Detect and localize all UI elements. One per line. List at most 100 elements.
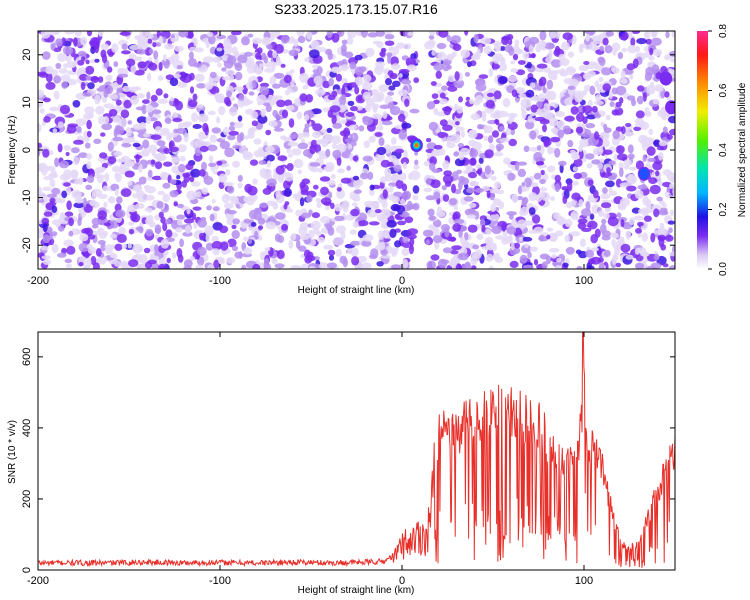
- spectrogram-cell: [157, 190, 165, 196]
- spectrogram-cell: [476, 233, 484, 240]
- spectrogram-cell: [532, 182, 538, 187]
- spectrogram-cell: [119, 162, 125, 171]
- spectrogram-cell: [379, 104, 391, 110]
- spectrogram-cell: [507, 172, 516, 181]
- spectrogram-cell: [524, 120, 535, 130]
- spectrogram-cell: [536, 40, 547, 49]
- spectrogram-cell: [584, 74, 589, 80]
- spectrogram-cell: [384, 168, 392, 178]
- spectrogram-cell: [451, 183, 456, 194]
- spectrogram-cell: [651, 204, 662, 211]
- spectrogram-cell: [436, 111, 447, 117]
- spectrogram-cell: [121, 243, 127, 250]
- spectrogram-cell: [398, 129, 407, 140]
- spectrogram-cell: [641, 183, 646, 189]
- spectrogram-cell: [391, 137, 397, 145]
- spectrogram-cell: [243, 236, 248, 242]
- colorbar-tick-label: 0.4: [718, 143, 729, 157]
- spectrogram-cell: [571, 199, 576, 208]
- spectrogram-cell: [401, 248, 410, 257]
- spectrogram-cell: [113, 128, 118, 138]
- spectrogram-cell: [562, 32, 573, 40]
- spectrogram-cell: [232, 160, 241, 168]
- spectrogram-cell: [350, 240, 361, 246]
- spectrogram-cell: [650, 232, 656, 243]
- spectrogram-cell: [213, 259, 220, 269]
- spectrogram-cell: [313, 184, 319, 190]
- spectrogram-cell: [212, 248, 220, 256]
- spectrogram-cell: [653, 139, 661, 147]
- spectrogram-cell: [509, 260, 519, 268]
- spectrogram-cell: [594, 131, 599, 140]
- spectrogram-cell: [621, 47, 627, 53]
- spectrogram-cell: [320, 216, 331, 224]
- spectrogram-cell: [414, 159, 419, 166]
- spectrogram-cell: [158, 211, 164, 218]
- spectrogram-cell: [428, 35, 435, 40]
- spectrogram-cell: [429, 162, 436, 171]
- spectrogram-cell: [125, 58, 136, 67]
- spectrogram-cell: [227, 212, 234, 222]
- spectrogram-cell: [444, 227, 450, 238]
- spectrogram-cell: [575, 126, 584, 134]
- spectrogram-cell: [319, 262, 330, 269]
- spectrogram-cell: [51, 205, 58, 213]
- spectrogram-cell: [252, 263, 261, 269]
- spectrogram-cell: [197, 219, 207, 228]
- spectrogram-cell: [302, 85, 309, 90]
- spectrogram-cell: [562, 195, 568, 204]
- spectrogram-cell: [486, 92, 495, 97]
- spectrogram-cell: [458, 96, 463, 103]
- spectrogram-cell: [519, 254, 528, 264]
- spectrogram-cell: [268, 120, 278, 127]
- spectrogram-cell: [284, 201, 290, 206]
- spectrogram-cell: [65, 151, 70, 157]
- spectrogram-cell: [85, 184, 93, 190]
- spectrogram-cell: [379, 51, 386, 57]
- spectrogram-cell: [350, 208, 360, 217]
- spectrogram-cell: [341, 48, 347, 57]
- colorbar-tick-label: 0.8: [718, 24, 729, 38]
- spectrogram-cell: [496, 146, 502, 152]
- spectrogram-cell: [189, 86, 195, 94]
- spectrogram-cell: [160, 171, 169, 180]
- spectrogram-cell: [111, 43, 119, 53]
- spectrogram-cell: [326, 31, 333, 38]
- spectrogram-cell: [287, 141, 299, 147]
- spectrogram-cell: [464, 196, 474, 202]
- spectrogram-cell: [599, 133, 610, 140]
- spectrogram-cell: [396, 220, 407, 226]
- spectrogram-cell: [237, 54, 248, 64]
- spectrogram-cell: [145, 104, 154, 113]
- spectrogram-cell: [74, 31, 82, 37]
- spectrogram-cell: [597, 56, 605, 63]
- spectrogram-cell: [587, 179, 594, 186]
- spectrogram-cell: [238, 251, 243, 259]
- spectrogram-cell: [257, 114, 268, 124]
- spectrogram-cell: [145, 228, 154, 237]
- spectrogram-cell: [229, 195, 238, 202]
- spectrogram-cell: [160, 216, 166, 224]
- spectrogram-cell: [392, 46, 400, 55]
- spectrogram-cell: [114, 188, 119, 196]
- spectrogram-cell: [293, 39, 299, 47]
- spectrogram-cell: [601, 67, 612, 76]
- spectrogram-cell: [468, 157, 477, 166]
- spectrogram-cell: [577, 218, 588, 224]
- spectrogram-cell: [85, 65, 95, 75]
- spectrogram-cell: [521, 197, 528, 207]
- spectrogram-cell: [413, 164, 420, 170]
- spectrogram-cell: [633, 215, 644, 221]
- spectrogram-cell: [94, 43, 100, 54]
- spectrogram-cell: [598, 77, 604, 83]
- spectrogram-cell: [601, 230, 611, 238]
- spectrogram-cell: [490, 203, 496, 213]
- spectrogram-cell: [160, 238, 170, 249]
- spectrogram-cell: [372, 105, 378, 113]
- spectrogram-cell: [136, 116, 148, 124]
- spectrogram-cell: [125, 136, 136, 143]
- spectrogram-cell: [274, 233, 281, 242]
- spectrogram-cell: [471, 141, 482, 151]
- spectrogram-cell: [425, 195, 436, 201]
- spectrogram-cell: [113, 150, 123, 157]
